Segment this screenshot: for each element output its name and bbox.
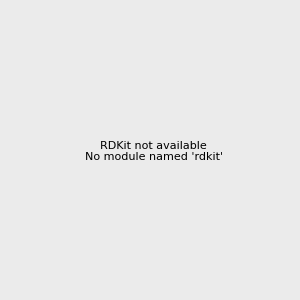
Text: RDKit not available
No module named 'rdkit': RDKit not available No module named 'rdk…: [85, 141, 223, 162]
